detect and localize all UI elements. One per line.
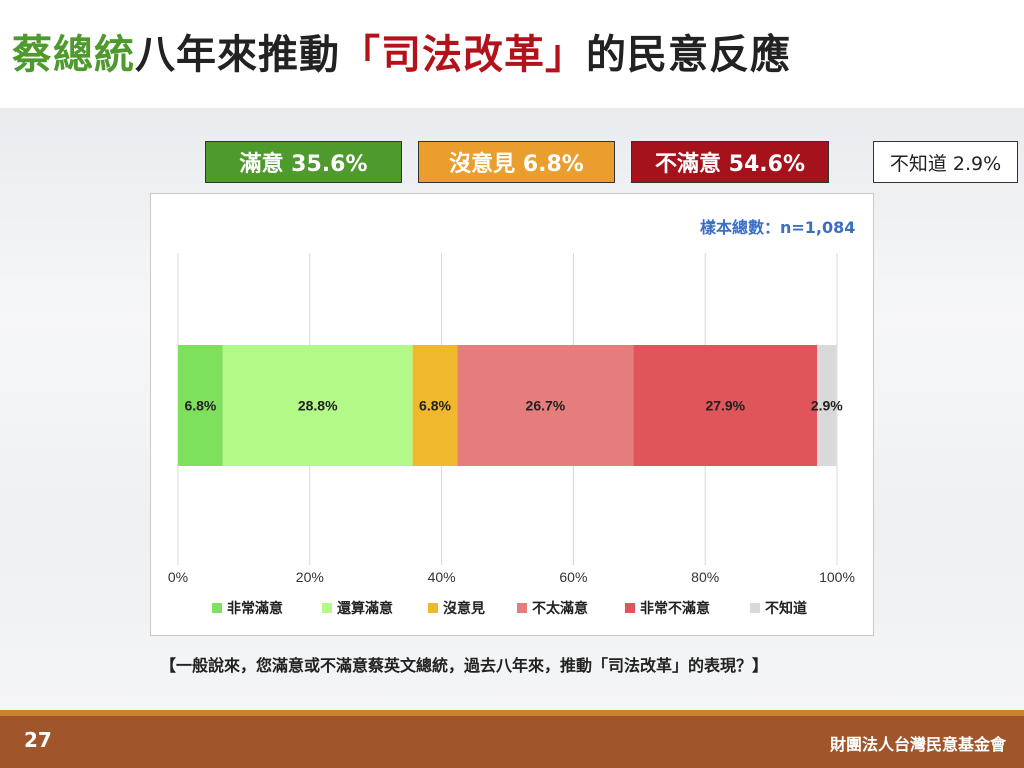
legend-label: 非常不滿意 (640, 600, 710, 616)
stacked-bar-chart: 0% 20% 40% 60% 80% 100% 6.8% 28.8% 6.8% 26.7% 27.9… (168, 253, 855, 616)
organization-name: 財團法人台灣民意基金會 (829, 735, 1006, 754)
legend-label: 沒意見 (443, 600, 485, 616)
title-part-topic: 「司法改革」 (340, 32, 586, 78)
summary-dissatisfied-badge: 不滿意 54.6% (631, 141, 829, 183)
page-title: 蔡總統八年來推動「司法改革」的民意反應 (12, 22, 791, 80)
legend-label: 還算滿意 (337, 600, 393, 616)
bar-data-label: 27.9% (705, 398, 745, 414)
legend-label: 非常滿意 (227, 600, 283, 616)
x-tick-label: 100% (819, 569, 855, 585)
bar-segment (817, 345, 837, 466)
bar-segment (222, 345, 413, 466)
title-part-years: 八年來推動 (135, 32, 340, 78)
survey-question: 【一般說來，您滿意或不滿意蔡英文總統，過去八年來，推動「司法改革」的表現？】 (160, 656, 769, 675)
bar-segment (178, 345, 223, 466)
bar-data-label: 26.7% (526, 398, 566, 414)
legend-swatch (322, 603, 332, 613)
x-tick-label: 80% (691, 569, 719, 585)
summary-neutral-badge: 沒意見 6.8% (418, 141, 615, 183)
x-tick-label: 40% (428, 569, 456, 585)
summary-satisfied-badge: 滿意 35.6% (205, 141, 402, 183)
x-tick-label: 60% (559, 569, 587, 585)
legend-label: 不太滿意 (532, 600, 588, 616)
x-tick-label: 0% (168, 569, 188, 585)
page-number: 27 (24, 728, 52, 752)
bar-data-label: 6.8% (419, 398, 451, 414)
title-bar (0, 0, 1024, 108)
legend-swatch (428, 603, 438, 613)
bar-segment (633, 345, 818, 466)
sample-size-label: 樣本總數：n=1,084 (700, 218, 856, 237)
title-part-response: 的民意反應 (586, 32, 791, 78)
legend-label: 不知道 (765, 600, 807, 616)
x-tick-label: 20% (296, 569, 324, 585)
legend-swatch (750, 603, 760, 613)
summary-unknown-badge: 不知道 2.9% (873, 141, 1018, 183)
footer-bar (0, 716, 1024, 768)
footer-accent-line (0, 710, 1024, 716)
bar-segment (457, 345, 634, 466)
bar-segment (412, 345, 458, 466)
bar-data-label: 6.8% (184, 398, 216, 414)
legend-swatch (517, 603, 527, 613)
bar-data-label: 28.8% (298, 398, 338, 414)
title-part-president: 蔡總統 (12, 32, 135, 78)
bar-data-label: 2.9% (811, 398, 843, 414)
legend-swatch (625, 603, 635, 613)
legend-swatch (212, 603, 222, 613)
